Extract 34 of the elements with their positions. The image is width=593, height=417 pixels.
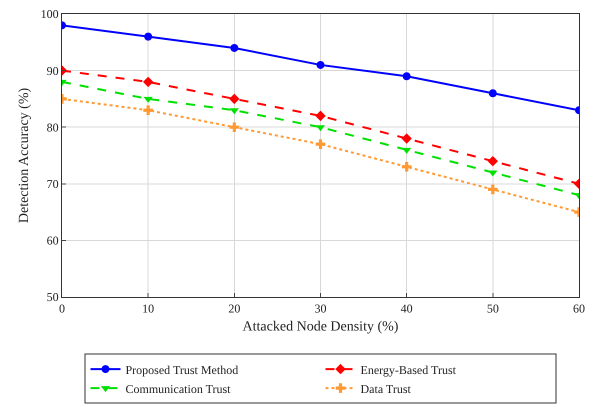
point (316, 139, 326, 149)
x-tick-label: 60 (573, 301, 585, 316)
point (402, 162, 412, 172)
y-tick-label: 70 (46, 177, 59, 191)
y-tick-label: 100 (40, 7, 59, 22)
point (488, 184, 498, 194)
y-tick-label: 50 (46, 290, 59, 304)
x-tick-label: 20 (228, 301, 240, 316)
point (488, 156, 498, 166)
point (144, 32, 152, 41)
y-tick-label: 80 (46, 120, 59, 134)
x-tick-label: 10 (142, 301, 154, 316)
point (488, 89, 497, 98)
legend-label: Communication Trust (126, 382, 232, 396)
legend-label: Energy-Based Trust (360, 362, 457, 377)
point (315, 110, 326, 122)
point (142, 76, 154, 88)
point (402, 72, 411, 80)
x-tick-label: 40 (400, 301, 413, 316)
point (401, 133, 412, 144)
point (143, 105, 153, 116)
point (229, 94, 240, 104)
x-axis-title: Attacked Node Density (%) (242, 320, 399, 335)
x-tick-label: 30 (314, 301, 326, 316)
point (316, 60, 324, 69)
y-tick-label: 90 (46, 64, 59, 78)
y-tick-label: 60 (46, 234, 59, 248)
legend-label: Proposed Trust Method (126, 362, 238, 377)
point (230, 122, 240, 132)
y-axis-title: Detection Accuracy (%) (17, 88, 32, 224)
x-tick-label: 50 (486, 301, 499, 316)
legend-label: Data Trust (360, 382, 412, 396)
point (230, 44, 238, 52)
x-tick-label: 0 (59, 301, 65, 316)
